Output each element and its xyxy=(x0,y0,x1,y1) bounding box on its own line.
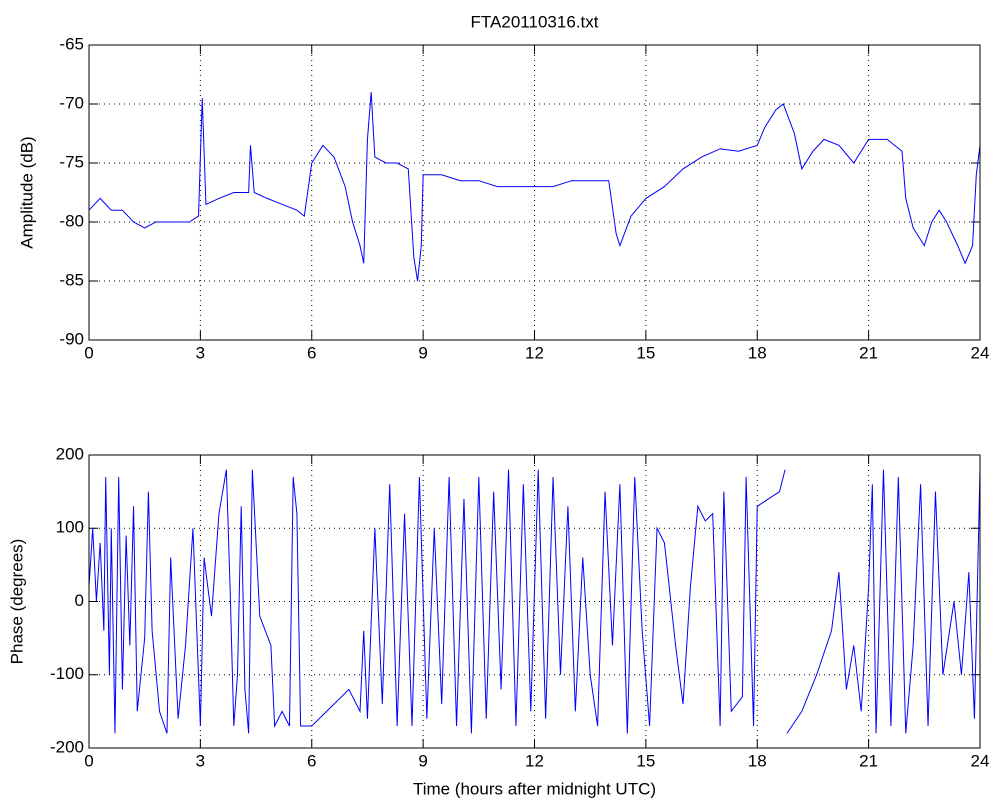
x-tick-label: 9 xyxy=(418,343,427,362)
x-tick-label: 12 xyxy=(525,343,544,362)
y-tick-label: -75 xyxy=(59,152,84,171)
x-tick-label: 0 xyxy=(84,751,93,770)
data-line xyxy=(88,469,981,734)
y-tick-label: -85 xyxy=(59,270,84,289)
axes-box xyxy=(88,44,981,341)
data-line xyxy=(88,92,981,282)
y-axis-label: Amplitude (dB) xyxy=(17,136,36,248)
x-tick-label: 3 xyxy=(196,751,205,770)
y-tick-label: 0 xyxy=(75,591,84,610)
x-tick-label: 18 xyxy=(748,343,767,362)
y-tick-label: -70 xyxy=(59,93,84,112)
y-axis-label: Phase (degrees) xyxy=(7,539,26,665)
x-tick-label: 15 xyxy=(636,343,655,362)
chart-title: FTA20110316.txt xyxy=(471,12,599,31)
y-tick-label: -200 xyxy=(50,737,84,756)
x-tick-label: 18 xyxy=(748,751,767,770)
x-axis-label: Time (hours after midnight UTC) xyxy=(413,779,656,798)
x-tick-label: 6 xyxy=(307,343,316,362)
x-tick-label: 0 xyxy=(84,343,93,362)
axes-box xyxy=(88,454,981,749)
y-tick-label: 200 xyxy=(56,444,84,463)
x-tick-label: 21 xyxy=(859,751,878,770)
y-tick-label: -100 xyxy=(50,664,84,683)
x-tick-label: 3 xyxy=(196,343,205,362)
y-tick-label: -65 xyxy=(59,34,84,53)
x-tick-label: 21 xyxy=(859,343,878,362)
x-tick-label: 6 xyxy=(307,751,316,770)
y-tick-label: -80 xyxy=(59,211,84,230)
x-tick-label: 9 xyxy=(418,751,427,770)
x-tick-label: 24 xyxy=(971,751,990,770)
x-tick-label: 15 xyxy=(636,751,655,770)
x-tick-label: 12 xyxy=(525,751,544,770)
x-tick-label: 24 xyxy=(971,343,990,362)
y-tick-label: -90 xyxy=(59,329,84,348)
y-tick-label: 100 xyxy=(56,518,84,537)
